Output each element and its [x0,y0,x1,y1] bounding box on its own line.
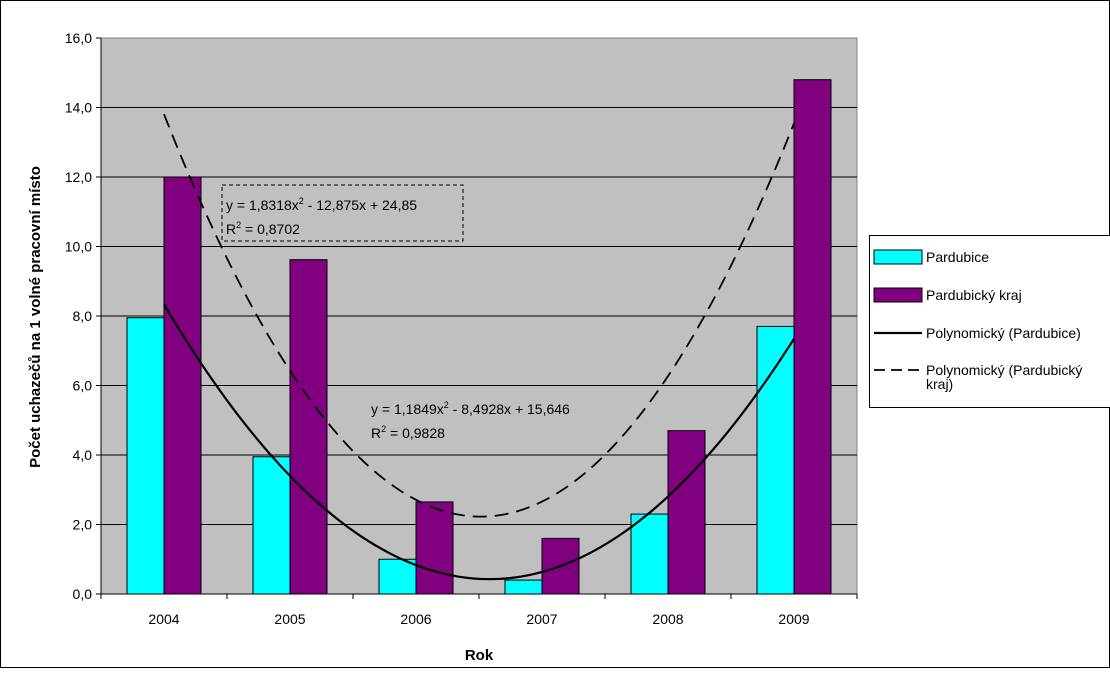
bar-pardubice [505,580,542,594]
bar-pardubice [379,559,416,594]
legend-swatch-kraj [874,288,922,302]
equation-main-kraj: y = 1,8318x [226,197,299,213]
r2-symbol-pardubice: R [371,425,381,441]
x-tick-label: 2007 [526,611,557,627]
y-tick-label: 12,0 [65,169,92,185]
y-tick-label: 14,0 [65,100,92,116]
bar-kraj [416,502,453,594]
y-tick-label: 4,0 [73,447,93,463]
equation-main-pardubice: y = 1,1849x [371,401,444,417]
equation-tail-kraj: - 12,875x + 24,85 [304,197,417,213]
bar-kraj [794,80,831,594]
equation-text-pardubice: y = 1,1849x2 - 8,4928x + 15,646 [371,400,570,417]
r2-value-kraj: = 0,8702 [241,221,300,237]
bar-pardubice [127,318,164,594]
y-tick-label: 0,0 [73,586,93,602]
legend: Pardubice Pardubický kraj Polynomický (P… [870,236,1110,408]
legend-swatch-pardubice [874,250,922,264]
x-tick-label: 2005 [274,611,305,627]
y-axis-title: Počet uchazečů na 1 volné pracovní místo [27,166,44,468]
x-tick-label: 2008 [652,611,683,627]
legend-label-kraj: Pardubický kraj [926,287,1022,303]
y-tick-label: 10,0 [65,239,92,255]
legend-label-pardubice: Pardubice [926,249,989,265]
y-tick-label: 8,0 [73,308,93,324]
bar-kraj [164,177,201,594]
x-tick-label: 2006 [400,611,431,627]
equation-text-kraj: y = 1,8318x2 - 12,875x + 24,85 [226,196,417,213]
legend-label-kraj-trend-line2: kraj) [926,376,953,392]
legend-label-pardubice-trend: Polynomický (Pardubice) [926,325,1081,341]
x-tick-label: 2004 [148,611,179,627]
y-tick-label: 6,0 [73,378,93,394]
bar-kraj [668,431,705,594]
y-tick-label: 16,0 [65,30,92,46]
r2-symbol-kraj: R [226,221,236,237]
x-tick-label: 2009 [778,611,809,627]
bar-kraj [290,260,327,594]
y-tick-label: 2,0 [73,517,93,533]
equation-tail-pardubice: - 8,4928x + 15,646 [449,401,570,417]
r2-value-pardubice: = 0,9828 [386,425,445,441]
bar-pardubice [631,514,668,594]
bar-pardubice [253,457,290,594]
x-axis-title: Rok [465,647,494,664]
